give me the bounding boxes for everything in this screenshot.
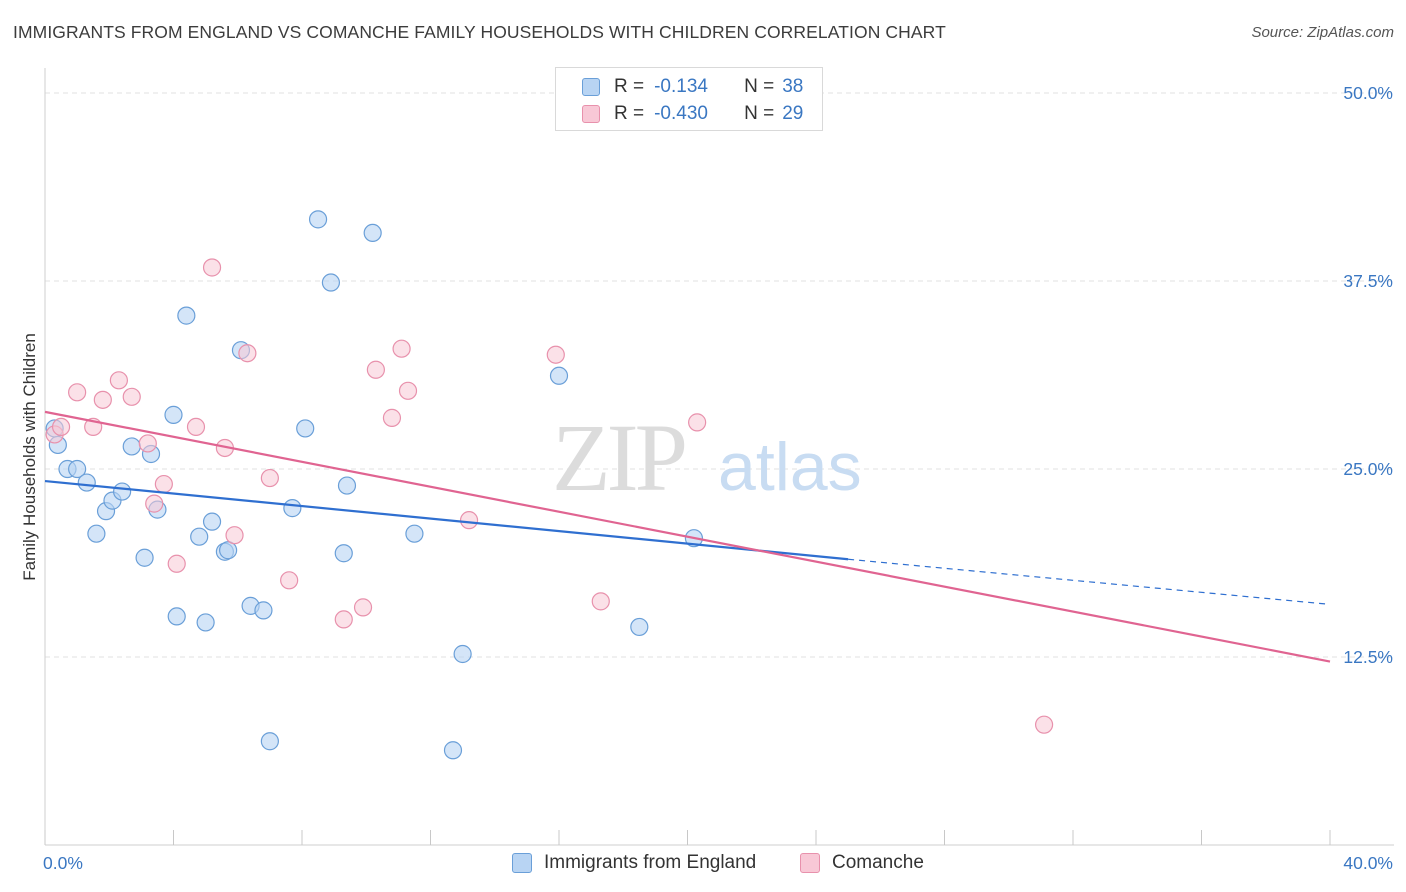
tick-labels: 12.5% 25.0% 37.5% 50.0% 0.0% 40.0% — [43, 83, 1393, 873]
y-axis-label: Family Households with Children — [20, 333, 39, 581]
legend-label-england: Immigrants from England — [544, 852, 757, 873]
data-point-comanche — [280, 571, 299, 590]
data-point-comanche — [68, 383, 87, 402]
correlation-legend: R = -0.134 N = 38 R = -0.430 N = 29 — [555, 67, 823, 131]
legend-r-value: -0.430 — [654, 103, 708, 124]
data-point-england — [405, 524, 424, 543]
data-point-england — [68, 459, 87, 479]
data-point-england — [77, 473, 96, 492]
trend-lines — [44, 410, 1331, 663]
y-tick-label: 37.5% — [1343, 271, 1393, 291]
data-point-comanche — [145, 494, 164, 513]
data-point-comanche — [202, 258, 222, 277]
data-point-comanche — [546, 345, 565, 364]
legend-swatch-pink — [582, 105, 600, 123]
legend-r-label: R = — [614, 76, 645, 97]
data-point-comanche — [186, 417, 206, 437]
gridlines — [45, 92, 1394, 658]
data-point-comanche — [392, 339, 411, 358]
legend-n-value: 29 — [782, 103, 804, 124]
data-point-england — [363, 223, 382, 243]
watermark: ZIP atlas — [552, 404, 862, 511]
data-point-comanche — [138, 434, 157, 453]
data-point-comanche — [688, 413, 707, 432]
series-legend: Immigrants from England Comanche — [0, 852, 1406, 878]
legend-n-label: N = — [744, 103, 775, 124]
data-point-england — [308, 210, 328, 229]
watermark-atlas: atlas — [718, 429, 862, 505]
data-point-england — [283, 499, 302, 518]
y-tick-label: 50.0% — [1343, 83, 1393, 103]
legend-item-comanche[interactable]: Comanche — [800, 852, 924, 874]
data-point-england — [87, 524, 106, 543]
data-point-england — [321, 273, 341, 292]
data-point-england — [260, 732, 279, 751]
data-point-england — [164, 405, 183, 424]
data-point-comanche — [167, 554, 186, 573]
data-point-england — [196, 613, 215, 632]
source-credit: Source: ZipAtlas.com — [1251, 24, 1394, 41]
data-point-comanche — [154, 474, 173, 494]
series-comanche — [45, 258, 1054, 734]
trend-line-england — [44, 479, 849, 561]
legend-r-value: -0.134 — [654, 76, 708, 97]
data-point-england — [190, 527, 209, 546]
data-point-comanche — [459, 511, 479, 530]
data-point-comanche — [366, 360, 385, 379]
data-point-comanche — [353, 598, 373, 617]
trend-line-comanche — [44, 410, 1331, 663]
legend-r-label: R = — [614, 103, 645, 124]
data-point-england — [453, 644, 472, 664]
data-point-comanche — [225, 526, 244, 545]
data-point-comanche — [334, 610, 353, 629]
series-immigrants-from-england — [45, 210, 704, 760]
x-tick-label: 40.0% — [1343, 853, 1393, 873]
data-point-england — [443, 741, 463, 760]
legend-label-comanche: Comanche — [832, 852, 924, 873]
y-tick-label: 12.5% — [1343, 647, 1393, 667]
data-point-england — [630, 617, 649, 637]
data-point-comanche — [122, 387, 141, 406]
data-point-england — [549, 366, 569, 385]
legend-n-value: 38 — [782, 76, 804, 97]
data-point-england — [122, 437, 141, 456]
data-point-england — [202, 512, 222, 531]
watermark-zip: ZIP — [552, 404, 685, 511]
legend-n-label: N = — [744, 76, 775, 97]
data-point-comanche — [260, 468, 279, 488]
data-point-comanche — [238, 344, 257, 363]
legend-swatch-blue — [582, 78, 600, 96]
x-tick-label: 0.0% — [43, 853, 83, 873]
trend-line-england-extension — [848, 558, 1331, 605]
chart-title: IMMIGRANTS FROM ENGLAND VS COMANCHE FAMI… — [13, 22, 946, 42]
data-point-england — [167, 607, 186, 626]
legend-row-england: R = -0.134 N = 38 — [582, 74, 803, 100]
data-point-england — [135, 548, 154, 567]
data-point-comanche — [382, 408, 402, 427]
data-point-england — [337, 476, 357, 495]
legend-row-comanche: R = -0.430 N = 29 — [582, 101, 803, 127]
legend-item-england[interactable]: Immigrants from England — [512, 852, 756, 874]
data-point-england — [219, 541, 238, 560]
data-point-england — [112, 482, 132, 501]
data-point-comanche — [398, 381, 418, 400]
legend-swatch-blue — [512, 853, 532, 873]
data-point-comanche — [109, 371, 128, 390]
data-point-comanche — [93, 390, 112, 409]
data-point-england — [177, 306, 196, 325]
y-tick-label: 25.0% — [1343, 459, 1393, 479]
data-point-england — [296, 419, 315, 438]
data-point-comanche — [51, 417, 71, 437]
data-point-comanche — [591, 592, 610, 611]
data-point-england — [254, 601, 273, 620]
data-point-comanche — [1034, 715, 1054, 734]
data-point-england — [334, 544, 353, 563]
legend-swatch-pink — [800, 853, 820, 873]
axes — [44, 68, 1394, 846]
